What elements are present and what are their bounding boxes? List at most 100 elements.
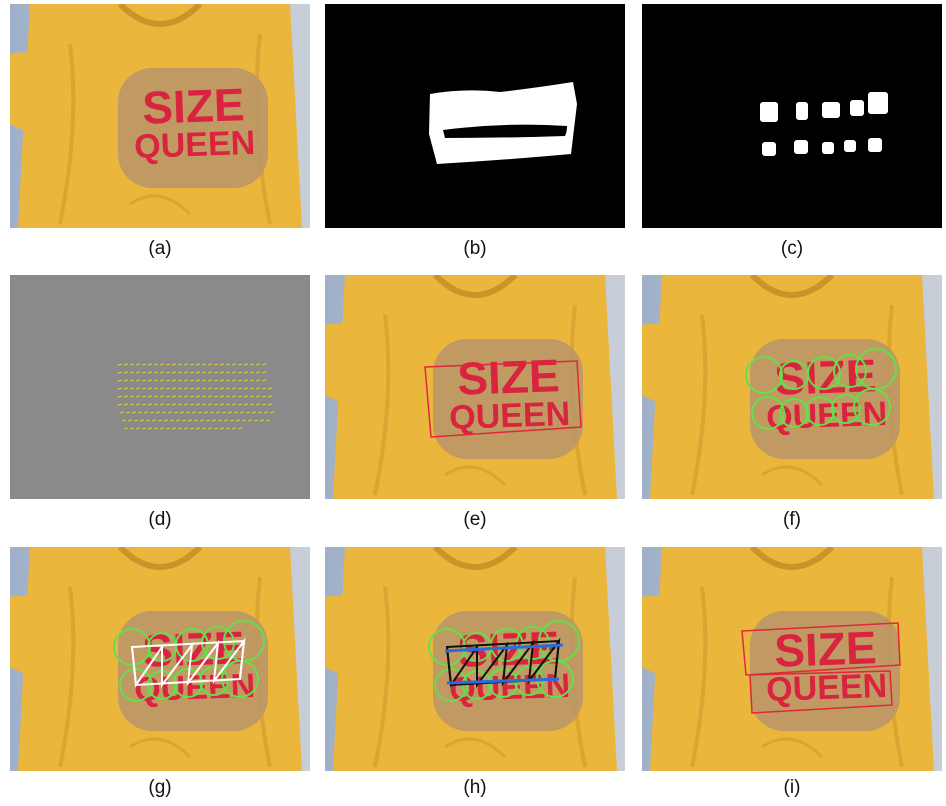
flow-vector xyxy=(159,371,165,374)
flow-vector xyxy=(183,395,189,398)
flow-vector xyxy=(177,363,183,366)
flow-vector xyxy=(165,395,171,398)
flow-vector xyxy=(257,411,263,414)
print-text-line1: SIZE xyxy=(141,78,245,134)
flow-vector xyxy=(121,419,127,422)
tshirt-sleeve xyxy=(325,595,387,687)
flow-vector xyxy=(153,379,159,382)
flow-vector xyxy=(231,427,237,430)
flow-vector xyxy=(135,395,141,398)
caption-b: (b) xyxy=(463,238,487,259)
flow-vector xyxy=(189,371,195,374)
flow-vector xyxy=(117,363,123,366)
flow-vector xyxy=(199,419,205,422)
character-blob xyxy=(868,138,882,152)
flow-vector xyxy=(183,371,189,374)
flow-vector xyxy=(237,379,243,382)
tshirt-sleeve xyxy=(10,595,72,687)
detection-box xyxy=(424,360,582,438)
panel-a-original-photo: SIZE QUEEN xyxy=(10,4,310,228)
flow-vector xyxy=(243,363,249,366)
flow-vector xyxy=(147,395,153,398)
flow-vector xyxy=(167,411,173,414)
flow-vector xyxy=(129,395,135,398)
panel-d-flow-field xyxy=(10,275,310,499)
flow-vector xyxy=(177,371,183,374)
flow-vector xyxy=(175,419,181,422)
tshirt-collar xyxy=(432,547,518,570)
flow-vector xyxy=(181,419,187,422)
flow-vector xyxy=(189,363,195,366)
flow-vector xyxy=(261,395,267,398)
flow-vector xyxy=(221,411,227,414)
panel-g-white-mesh: SIZE QUEEN xyxy=(10,547,310,771)
flow-vector xyxy=(137,411,143,414)
line-fit-top xyxy=(444,643,564,653)
flow-vector xyxy=(269,411,275,414)
flow-vector xyxy=(207,403,213,406)
flow-vector xyxy=(189,387,195,390)
tshirt-fold xyxy=(58,43,76,225)
flow-vector xyxy=(253,419,259,422)
flow-vector xyxy=(243,379,249,382)
flow-vector xyxy=(123,395,129,398)
flow-vector xyxy=(183,379,189,382)
flow-vector xyxy=(147,371,153,374)
flow-vector xyxy=(123,371,129,374)
flow-vector xyxy=(183,427,189,430)
flow-vector xyxy=(147,387,153,390)
tshirt-fold xyxy=(690,314,708,496)
flow-vector xyxy=(135,403,141,406)
flow-vector xyxy=(205,419,211,422)
flow-vector xyxy=(141,387,147,390)
flow-vector xyxy=(159,379,165,382)
flow-vector xyxy=(207,427,213,430)
line-box-2 xyxy=(749,670,893,714)
flow-vector xyxy=(231,387,237,390)
flow-vector xyxy=(189,395,195,398)
flow-vector xyxy=(157,419,163,422)
caption-g: (g) xyxy=(148,777,172,798)
flow-vector xyxy=(207,387,213,390)
flow-vector xyxy=(223,419,229,422)
flow-vector xyxy=(153,395,159,398)
mask-background xyxy=(642,4,942,228)
flow-vector xyxy=(225,395,231,398)
flow-vector xyxy=(123,403,129,406)
flow-vector xyxy=(171,363,177,366)
flow-vector xyxy=(147,363,153,366)
flow-vector xyxy=(151,419,157,422)
character-circle xyxy=(831,394,861,424)
flow-vector xyxy=(171,427,177,430)
flow-vector xyxy=(233,411,239,414)
flow-vector xyxy=(267,403,273,406)
flow-vector xyxy=(117,387,123,390)
flow-vector xyxy=(171,403,177,406)
print-text-line2: QUEEN xyxy=(449,395,571,437)
flow-vector xyxy=(219,363,225,366)
tshirt-collar xyxy=(117,4,203,27)
flow-vector xyxy=(143,411,149,414)
flow-vector xyxy=(225,371,231,374)
print-text-line1: SIZE xyxy=(456,349,560,405)
flow-vector xyxy=(249,403,255,406)
flow-vector xyxy=(177,427,183,430)
flow-vector xyxy=(117,379,123,382)
flow-vector xyxy=(255,387,261,390)
character-blob xyxy=(822,102,840,118)
caption-f: (f) xyxy=(783,509,801,530)
flow-vector xyxy=(165,371,171,374)
flow-vector xyxy=(129,403,135,406)
flow-vector xyxy=(153,403,159,406)
flow-vector xyxy=(129,363,135,366)
flow-vector xyxy=(213,363,219,366)
flow-vector xyxy=(153,427,159,430)
flow-vector xyxy=(207,371,213,374)
flow-vector xyxy=(141,395,147,398)
flow-vector xyxy=(191,411,197,414)
flow-vector xyxy=(219,371,225,374)
image-c xyxy=(642,4,942,228)
caption-a: (a) xyxy=(148,238,172,259)
